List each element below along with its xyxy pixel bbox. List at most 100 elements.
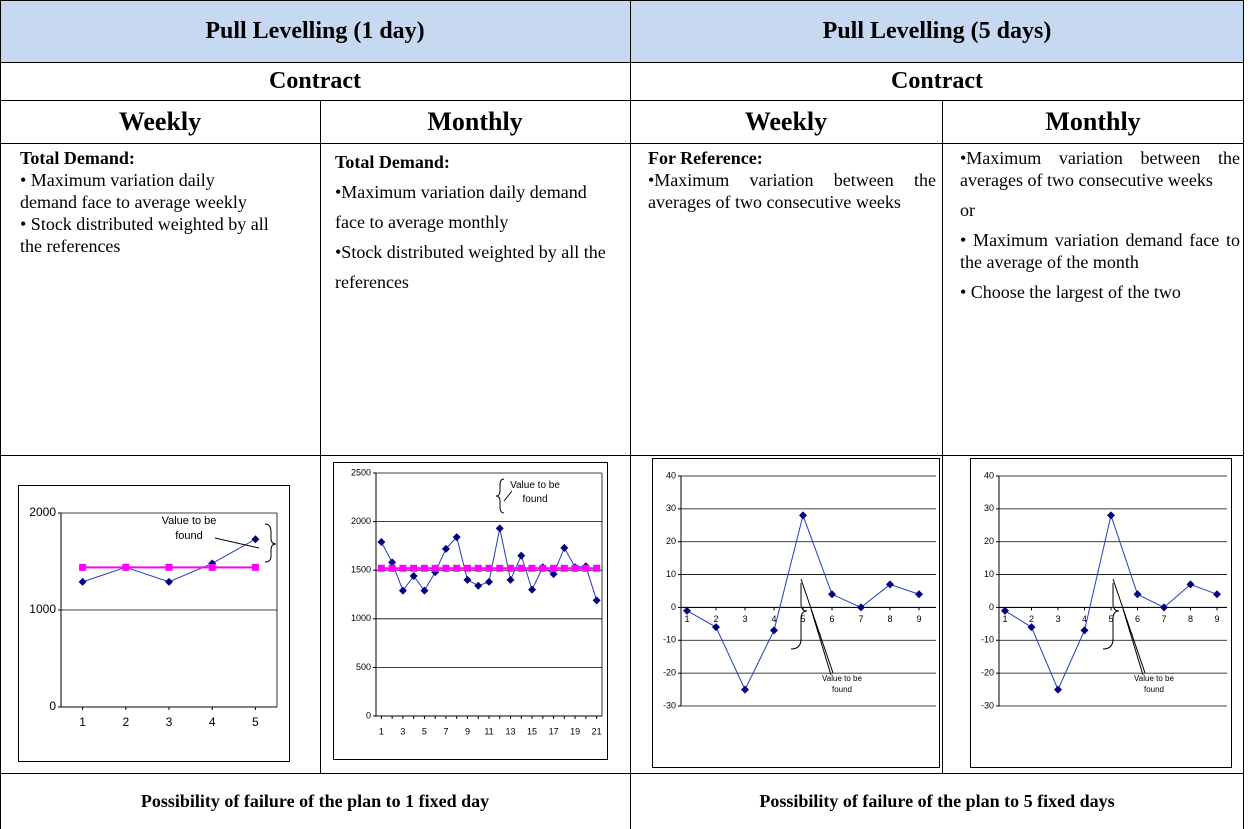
marker — [453, 564, 461, 572]
x-tick-label: 19 — [570, 726, 580, 736]
border — [0, 0, 1244, 1]
marker — [463, 564, 471, 572]
marker — [377, 564, 385, 572]
y-tick-label: 1500 — [351, 565, 371, 575]
x-tick-label: 3 — [166, 715, 173, 729]
x-tick-label: 3 — [400, 726, 405, 736]
header: Pull Levelling (5 days) — [822, 17, 1052, 44]
y-tick-label: -10 — [981, 635, 994, 645]
marker — [1133, 590, 1142, 599]
border — [320, 100, 321, 773]
y-tick-label: 2000 — [351, 516, 371, 526]
x-tick-label: 7 — [858, 614, 863, 624]
cell-item: • Maximum variation demand face to the a… — [960, 230, 1240, 272]
marker — [1001, 606, 1009, 615]
cell: Total Demand: • Maximum variation daily d… — [20, 147, 275, 257]
cell-item: •Stock distributed weighted by all the r… — [335, 242, 606, 292]
x-tick-label: 9 — [916, 614, 921, 624]
contract: Contract — [269, 67, 361, 94]
marker — [398, 586, 407, 595]
y-tick-label: 10 — [666, 569, 676, 579]
marker — [410, 564, 418, 572]
x-tick-label: 6 — [829, 614, 834, 624]
footer: Possibility of failure of the plan to 5 … — [759, 790, 1115, 811]
marker — [592, 596, 601, 605]
marker — [741, 685, 749, 694]
marker — [495, 524, 504, 533]
y-tick-label: 20 — [666, 536, 676, 546]
x-tick-label: 2 — [1029, 614, 1034, 624]
cell-item: •Maximum variation between the averages … — [960, 148, 1240, 190]
x-tick-label: 5 — [1108, 614, 1113, 624]
annotation: Value to be found — [822, 674, 862, 695]
y-tick-label: -30 — [981, 700, 994, 710]
y-tick-label: 0 — [49, 699, 56, 713]
border — [0, 62, 1244, 63]
marker — [474, 564, 482, 572]
cell-item: • Maximum variation daily demand face to… — [20, 170, 247, 212]
marker — [431, 564, 439, 572]
x-tick-label: 2 — [713, 614, 718, 624]
arrow — [1112, 578, 1146, 676]
marker — [1160, 603, 1168, 612]
arrow — [800, 578, 834, 676]
marker — [251, 563, 259, 571]
marker — [799, 511, 807, 520]
x-tick-label: 15 — [527, 726, 537, 736]
marker — [683, 606, 691, 615]
arrow — [214, 537, 260, 549]
chart: 0 500 1000 1500 2000 2500 1 3 5 7 9 11 13 15 17 19 21 Val… — [333, 462, 608, 760]
marker — [1186, 580, 1195, 589]
y-tick-label: 2500 — [351, 467, 371, 477]
marker — [251, 535, 260, 544]
y-tick-label: -30 — [663, 700, 676, 710]
x-tick-label: 9 — [465, 726, 470, 736]
arrow — [503, 490, 513, 502]
marker — [165, 563, 173, 571]
cell-item: • Choose the largest of the two — [960, 282, 1181, 302]
marker — [409, 572, 418, 581]
period: Monthly — [427, 106, 523, 136]
y-tick-label: -20 — [981, 668, 994, 678]
cell-heading: Total Demand: — [335, 152, 450, 172]
marker — [79, 563, 87, 571]
marker — [165, 577, 173, 586]
marker — [78, 577, 87, 586]
marker — [571, 564, 579, 572]
cell-item: •Maximum variation between the averages … — [648, 170, 936, 212]
y-tick-label: 40 — [666, 470, 676, 480]
footer: Possibility of failure of the plan to 1 … — [140, 790, 490, 811]
marker — [463, 575, 472, 584]
border — [942, 100, 943, 773]
cell-item: or — [960, 200, 975, 220]
border — [0, 100, 1244, 101]
marker — [886, 580, 894, 589]
brace — [495, 478, 505, 514]
marker — [560, 543, 569, 552]
marker — [452, 533, 461, 542]
x-tick-label: 6 — [1135, 614, 1140, 624]
series-line — [380, 528, 598, 601]
brace — [264, 523, 277, 563]
marker — [399, 564, 407, 572]
y-tick-label: 500 — [356, 662, 371, 672]
marker — [122, 563, 130, 571]
marker — [208, 563, 216, 571]
chart-svg: -30 -20 -10 0 10 20 30 40 1 2 3 4 5 6 7 8 9 — [981, 470, 1227, 710]
marker — [496, 564, 504, 572]
marker — [712, 623, 720, 632]
cell: •Maximum variation between the averages … — [960, 147, 1240, 311]
marker — [560, 564, 568, 572]
cell: Total Demand: •Maximum variation daily de… — [335, 147, 620, 297]
x-tick-label: 9 — [1214, 614, 1219, 624]
marker — [517, 551, 526, 560]
marker — [828, 590, 836, 599]
annotation: Value to be found — [161, 515, 217, 543]
chart-svg: 0 1000 2000 1 2 3 4 5 — [29, 505, 278, 729]
y-tick-label: 30 — [984, 503, 994, 513]
marker — [388, 564, 396, 572]
marker — [770, 626, 778, 635]
brace — [790, 583, 808, 650]
